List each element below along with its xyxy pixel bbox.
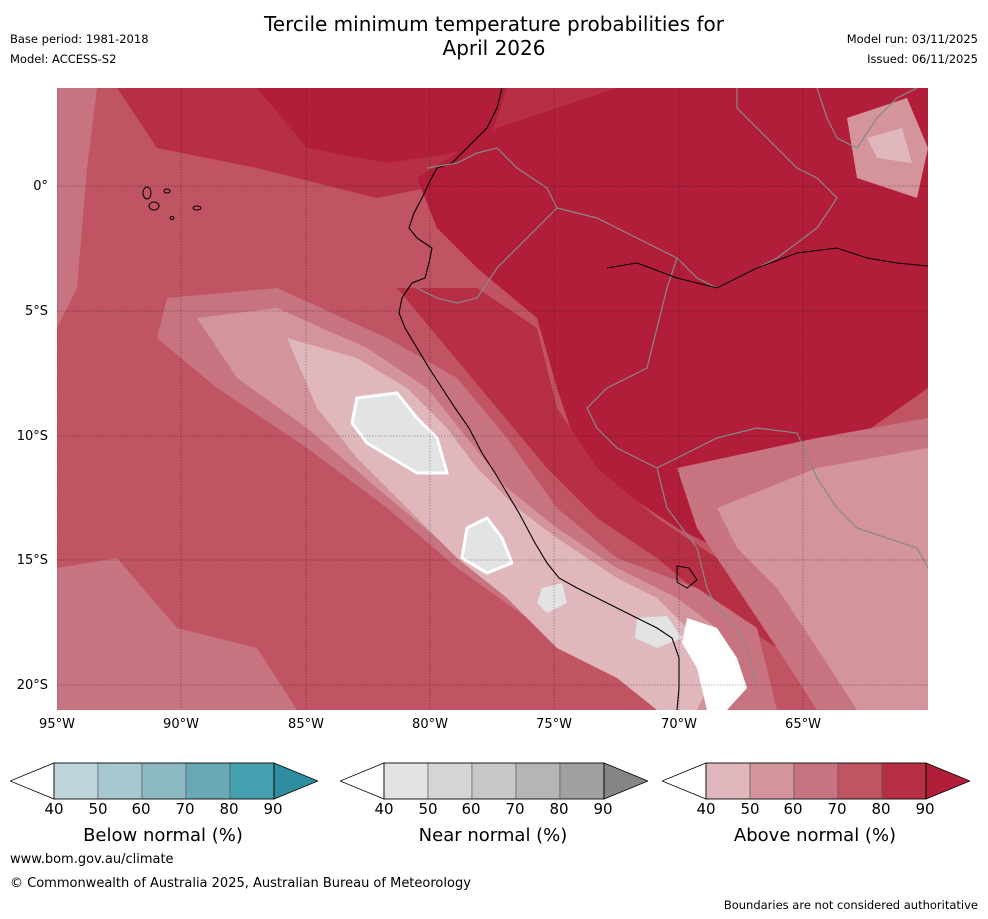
cb-near-tick-60: 60 <box>461 800 481 818</box>
below-outline <box>53 762 275 800</box>
field-50-se <box>717 448 928 710</box>
lon-label-80w: 80°W <box>412 717 448 732</box>
above-extend-low <box>662 762 707 800</box>
coastline <box>398 88 680 710</box>
galapagos-islands <box>142 186 202 220</box>
cb-above-tick-50: 50 <box>740 800 760 818</box>
above-segment-40 <box>705 762 751 800</box>
cb-above-title: Above normal (%) <box>733 825 897 846</box>
cb-below-tick-80: 80 <box>219 800 239 818</box>
near-outline <box>383 762 605 800</box>
lon-label-85w: 85°W <box>288 717 324 732</box>
above-outline <box>705 762 927 800</box>
lon-label-70w: 70°W <box>661 717 697 732</box>
cb-below-tick-50: 50 <box>88 800 108 818</box>
title-line-2: April 2026 <box>442 36 546 60</box>
above-extend-high <box>925 762 970 800</box>
white-outline-1 <box>350 391 449 475</box>
near-extend-high <box>603 762 648 800</box>
white-zone <box>682 618 747 710</box>
near-segment-80 <box>559 762 605 800</box>
field-90-north <box>257 88 507 163</box>
below-segment-70 <box>185 762 231 800</box>
near-extend-low <box>340 762 385 800</box>
cb-above-tick-90: 90 <box>915 800 935 818</box>
near-segment-60 <box>471 762 517 800</box>
cb-above-tick-80: 80 <box>871 800 891 818</box>
above-segment-80 <box>881 762 927 800</box>
below-segment-40 <box>53 762 99 800</box>
near-normal-patch-1 <box>352 393 447 473</box>
near-normal-patch-4 <box>635 616 682 648</box>
lat-label-0: 0° <box>33 179 48 194</box>
below-segment-50 <box>97 762 143 800</box>
lake-titicaca <box>676 565 698 589</box>
cb-near-title: Near normal (%) <box>418 825 568 846</box>
cb-near-tick-80: 80 <box>549 800 569 818</box>
near-normal-patch-2 <box>462 518 512 573</box>
model-run: Model run: 03/11/2025 <box>846 32 978 46</box>
chart-title: Tercile minimum temperature probabilitie… <box>0 12 988 60</box>
colorbar-above <box>662 762 970 800</box>
below-extend-high <box>273 762 318 800</box>
field-40-ne <box>867 128 912 163</box>
lon-label-75w: 75°W <box>536 717 572 732</box>
cb-above-tick-60: 60 <box>783 800 803 818</box>
near-normal-patch-3 <box>537 583 567 613</box>
lat-label-5s: 5°S <box>24 304 48 319</box>
near-segment-70 <box>515 762 561 800</box>
cb-near-tick-90: 90 <box>593 800 613 818</box>
cb-below-title: Below normal (%) <box>83 825 243 846</box>
white-outline-2 <box>460 516 514 575</box>
cb-near-tick-70: 70 <box>505 800 525 818</box>
below-segment-60 <box>141 762 187 800</box>
colorbar-below <box>10 762 318 800</box>
lat-label-20s: 20°S <box>16 678 48 693</box>
cb-above-tick-70: 70 <box>827 800 847 818</box>
lon-label-90w: 90°W <box>163 717 199 732</box>
field-80-andes <box>397 288 797 648</box>
probability-map <box>57 88 928 710</box>
colorbar-near <box>340 762 648 800</box>
issued-date: Issued: 06/11/2025 <box>867 52 978 66</box>
cb-near-tick-50: 50 <box>418 800 438 818</box>
website-link[interactable]: www.bom.gov.au/climate <box>10 852 174 867</box>
cb-near-tick-40: 40 <box>374 800 394 818</box>
field-90-land <box>417 88 928 548</box>
below-segment-80 <box>229 762 275 800</box>
near-segment-50 <box>427 762 473 800</box>
above-segment-60 <box>793 762 839 800</box>
cb-below-tick-90: 90 <box>263 800 283 818</box>
lat-label-10s: 10°S <box>16 429 48 444</box>
cb-below-tick-60: 60 <box>131 800 151 818</box>
near-segment-40 <box>383 762 429 800</box>
cb-below-tick-40: 40 <box>44 800 64 818</box>
lon-label-95w: 95°W <box>39 717 75 732</box>
cb-below-tick-70: 70 <box>175 800 195 818</box>
field-60-west <box>57 88 97 328</box>
lon-label-65w: 65°W <box>785 717 821 732</box>
boundaries-disclaimer: Boundaries are not considered authoritat… <box>723 898 978 912</box>
country-borders <box>416 88 928 689</box>
base-period: Base period: 1981-2018 <box>10 32 149 46</box>
cb-above-tick-40: 40 <box>696 800 716 818</box>
model-name: Model: ACCESS-S2 <box>10 52 117 66</box>
above-segment-50 <box>749 762 795 800</box>
below-extend-low <box>10 762 55 800</box>
copyright-notice: © Commonwealth of Australia 2025, Austra… <box>10 876 471 891</box>
metadata-left: Base period: 1981-2018 Model: ACCESS-S2 <box>10 29 149 69</box>
above-segment-70 <box>837 762 883 800</box>
amazon-river <box>606 247 928 289</box>
lat-label-15s: 15°S <box>16 553 48 568</box>
title-line-1: Tercile minimum temperature probabilitie… <box>263 12 725 36</box>
graticule <box>57 88 928 710</box>
metadata-right: Model run: 03/11/2025 Issued: 06/11/2025 <box>847 29 978 69</box>
field-60-sw <box>57 558 297 710</box>
